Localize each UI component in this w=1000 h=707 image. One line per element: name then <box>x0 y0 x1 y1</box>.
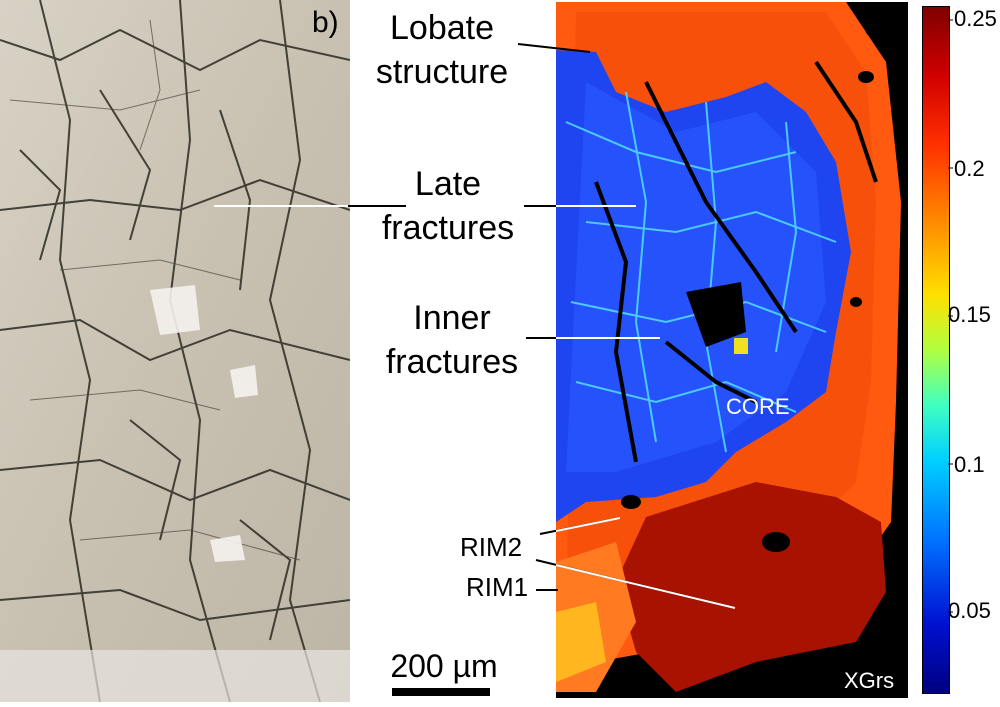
colorbar-gradient <box>923 7 949 693</box>
panel-label-b: b) <box>312 6 339 39</box>
scale-bar-label: 200 µm <box>390 648 498 684</box>
lobate-structure-label: Lobate structure <box>375 9 509 91</box>
colorbar-tick-0: 0.25 <box>954 6 997 31</box>
inner-fractures-label: Inner fractures <box>385 299 519 381</box>
core-label: CORE <box>726 394 790 419</box>
colorbar-tick-1: 0.2 <box>954 156 985 181</box>
colorbar-ticks <box>948 19 953 613</box>
colorbar-tick-4: 0.05 <box>948 598 991 623</box>
rim1-label: RIM1 <box>466 572 529 602</box>
xgrs-label: XGrs <box>844 668 895 693</box>
colorbar <box>922 6 950 694</box>
rim2-label: RIM2 <box>460 532 523 562</box>
photomicrograph-panel-b: b) <box>0 0 351 703</box>
colorbar-tick-2: 0.15 <box>948 302 991 327</box>
photomicrograph-image <box>0 0 351 703</box>
xgrs-map-panel-c: CORE XGrs c) <box>556 2 908 698</box>
xgrs-map-image <box>556 2 908 698</box>
panel-label-c: c) <box>864 10 889 43</box>
late-fractures-label: Late fractures <box>381 165 515 247</box>
colorbar-tick-3: 0.1 <box>954 452 985 477</box>
scale-bar <box>392 688 490 696</box>
